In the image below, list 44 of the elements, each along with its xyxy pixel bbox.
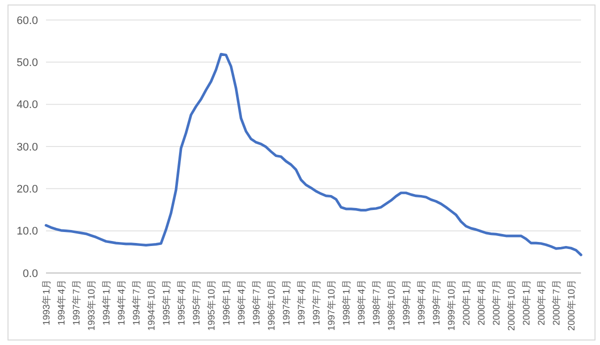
x-tick-label: 1999年7月 [430,279,442,326]
x-tick-label: 2000年10月 [506,279,518,331]
x-tick-label: 1995年10月 [206,279,218,331]
y-tick-label: 0.0 [22,268,38,280]
x-tick-label: 1999年10月 [446,279,458,331]
x-tick-label: 1994年7月 [130,279,142,326]
x-tick-label: 1997年4月 [296,279,308,326]
line-series [44,52,582,256]
y-tick-label: 10.0 [16,226,38,238]
x-tick-label: 1996年1月 [220,279,232,326]
x-tick-label: 2000年1月 [460,279,472,326]
x-tick-label: 2000年7月 [550,279,562,326]
x-tick-label: 1998年7月 [370,279,382,326]
x-tick-label: 1997年10月 [326,279,338,331]
x-tick-label: 1999年4月 [416,279,428,326]
x-tick-label: 2000年4月 [476,279,488,326]
x-tick-label: 1994年1月 [100,279,112,326]
y-tick-label: 40.0 [16,99,38,112]
x-tick-label: 1996年10月 [266,279,278,331]
y-tick-label: 20.0 [16,184,38,196]
x-tick-label: 1998年1月 [340,279,352,326]
x-tick-label: 1994年4月 [116,279,128,326]
x-tick-label: 1997年7月 [70,279,82,326]
x-tick-label: 1993年10月 [86,279,98,331]
x-tick-label: 1995年7月 [190,279,202,326]
x-tick-label: 2000年4月 [536,279,548,326]
y-tick-label: 50.0 [16,57,38,70]
x-tick-label: 1998年10月 [386,279,398,331]
x-tick-label: 2000年10月 [566,279,578,331]
y-tick-label: 30.0 [16,141,38,154]
x-tick-label: 1996年7月 [250,279,262,326]
x-tick-label: 1997年1月 [280,279,292,326]
x-tick-label: 1994年4月 [56,279,68,326]
x-tick-label: 1997年7月 [310,279,322,326]
x-tick-label: 2000年7月 [490,279,502,326]
x-tick-label: 1995年1月 [160,279,172,326]
x-tick-label: 1995年4月 [176,279,188,326]
x-tick-label: 1994年10月 [146,279,158,331]
x-tick-label: 1998年4月 [356,279,368,326]
y-tick-label: 60.0 [16,14,38,27]
x-tick-label: 1996年4月 [236,279,248,326]
x-tick-label: 1993年1月 [40,279,52,326]
x-tick-label: 2000年1月 [520,279,532,326]
x-tick-label: 1999年1月 [400,279,412,326]
